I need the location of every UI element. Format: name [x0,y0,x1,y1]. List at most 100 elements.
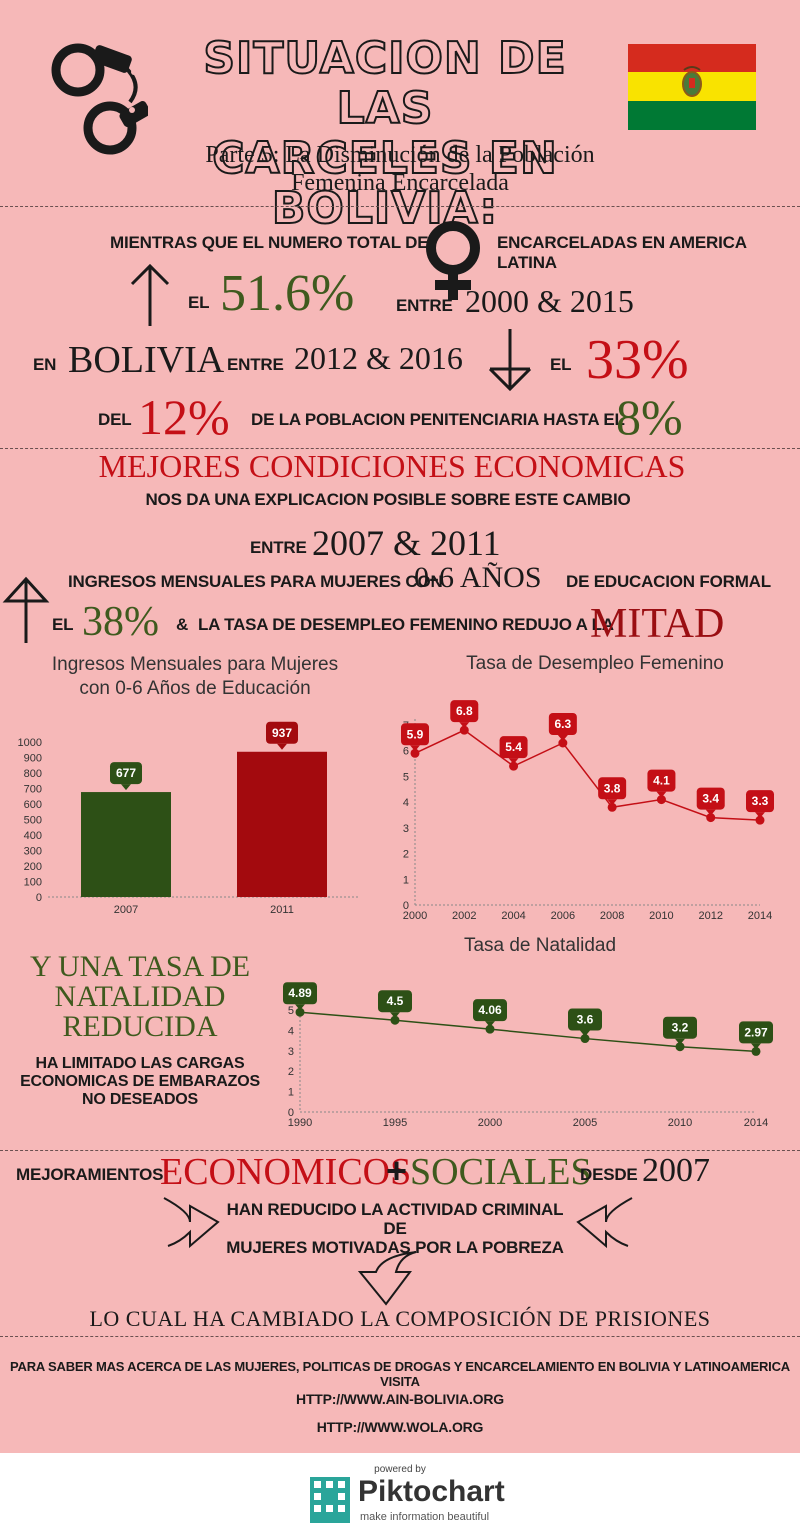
birth-heading-1: Y UNA TASA DE [29,950,251,983]
data-point [390,1015,400,1025]
x-tick-label: 2008 [600,910,624,922]
data-label-bubble [663,1016,697,1039]
x-tick-label: 2010 [668,1117,692,1129]
data-label: 5.9 [407,727,424,741]
piktochart-tagline: make information beautiful [360,1511,490,1523]
data-label: 4.1 [653,774,670,788]
y-tick-label: 100 [24,877,42,889]
data-label-bubble [266,721,298,744]
crime-reduction-2: MUJERES MOTIVADAS POR LA POBREZA [226,1238,564,1257]
economic-years: 2007 & 2011 [312,523,501,563]
y-tick-label: 0 [403,900,409,912]
y-tick-label: 0 [288,1107,294,1119]
arrow-right-icon [160,1192,222,1255]
data-label-bubble [110,762,142,785]
birth-subtext-2: ECONOMICAS DE EMBARAZOS [20,1073,260,1090]
x-tick-label: 2005 [573,1117,597,1129]
arrow-up-icon [128,262,172,333]
page-subtitle: Parte 5: La Disminución de la Población … [100,141,700,197]
data-point [675,1042,685,1052]
mitad-label: MITAD [590,601,725,647]
link-ain-bolivia[interactable]: HTTP://WWW.AIN-BOLIVIA.ORG [296,1391,504,1407]
x-tick-label: 2002 [452,910,476,922]
x-tick-label: 2006 [551,910,575,922]
data-label-pointer [705,809,716,816]
y-tick-label: 500 [24,815,42,827]
data-label: 4.06 [478,1003,502,1017]
income-text: INGRESOS MENSUALES PARA MUJERES CON [68,572,443,591]
subtitle-line-2: Femenina Encarcelada [291,170,509,196]
piktochart-logo-icon[interactable] [310,1477,350,1523]
data-label-pointer [656,791,667,798]
x-tick-label: 2007 [114,904,138,916]
link-wola[interactable]: HTTP://WWW.WOLA.ORG [316,1419,484,1435]
birth-subtext: HA LIMITADO LAS CARGAS ECONOMICAS DE EMB… [10,1055,270,1109]
subtitle-line-1: Parte 5: La Disminución de la Población [205,142,595,168]
y-tick-label: 1000 [18,737,42,749]
y-tick-label: 1 [288,1087,294,1099]
birth-chart-title: Tasa de Natalidad [463,935,617,956]
y-tick-label: 6 [403,746,409,758]
data-label-pointer [508,758,519,765]
ampersand: & [176,615,189,634]
x-tick-label: 2011 [270,904,294,916]
y-tick-label: 5 [288,1005,294,1017]
data-label-pointer [607,799,618,806]
entre-label-3: ENTRE [250,538,307,557]
data-label: 6.3 [555,717,572,731]
income-text-end: DE EDUCACION FORMAL [566,572,771,591]
y-tick-label: 1 [403,874,409,886]
y-tick-label: 2 [288,1066,294,1078]
data-label: 3.8 [604,781,621,795]
data-label-bubble [499,736,528,759]
data-point [410,748,420,758]
data-point [755,815,765,825]
y-tick-label: 2 [403,849,409,861]
del-label: DEL [98,410,132,429]
piktochart-brand[interactable]: Piktochart [358,1475,505,1508]
y-tick-label: 4 [288,1025,294,1037]
data-point [295,1007,305,1017]
divider [0,1150,800,1151]
data-label-bubble [696,787,725,810]
data-point [580,1034,590,1044]
arrow-down-icon [486,327,534,398]
x-tick-label: 1990 [288,1117,312,1129]
x-tick-label: 2010 [649,910,673,922]
crime-reduction-1: HAN REDUCIDO LA ACTIVIDAD CRIMINAL DE [226,1200,564,1238]
bolivia-label: BOLIVIA [68,339,225,381]
data-label-bubble [647,769,676,792]
income-chart-title-2: con 0-6 Años de Educación [79,678,311,699]
since-year: 2007 [642,1152,710,1189]
data-label: 6.8 [456,704,473,718]
birth-heading-2: NATALIDAD [54,980,226,1013]
unemployment-chart-title: Tasa de Desempleo Femenino [466,653,724,674]
data-point [509,761,519,771]
data-label-pointer [485,1021,495,1028]
title-line-1: SITUACION DE LAS [202,33,567,135]
arrow-up-icon [2,575,50,650]
data-label: 4.5 [387,994,404,1008]
data-label-pointer [675,1038,685,1045]
x-tick-label: 1995 [383,1117,407,1129]
unemployment-text: LA TASA DE DESEMPLEO FEMENINO REDUJO A L… [198,615,614,634]
arrow-down-curved-icon [352,1250,422,1313]
x-tick-label: 2014 [744,1117,768,1129]
links-intro: PARA SABER MAS ACERCA DE LAS MUJERES, PO… [10,1359,790,1389]
data-label-bubble [473,999,507,1022]
latam-intro-text: MIENTRAS QUE EL NUMERO TOTAL DE [110,233,429,252]
data-label-pointer [459,722,470,729]
data-label: 677 [116,766,136,780]
data-label: 3.6 [577,1013,594,1027]
y-tick-label: 800 [24,768,42,780]
sociales-label: SOCIALES [410,1151,592,1193]
y-tick-label: 300 [24,846,42,858]
y-tick-label: 400 [24,830,42,842]
data-label-bubble [283,982,317,1005]
income-bar-chart: 0 100 200 300 400 500 600 700 800 900 1000 677 2007 9… [18,721,360,916]
birth-subtext-1: HA LIMITADO LAS CARGAS [35,1055,245,1072]
arrow-left-icon [574,1192,636,1255]
y-tick-label: 3 [288,1046,294,1058]
el-label: EL [188,293,210,312]
prison-share-text: DE LA POBLACION PENITENCIARIA HASTA EL [251,410,625,429]
